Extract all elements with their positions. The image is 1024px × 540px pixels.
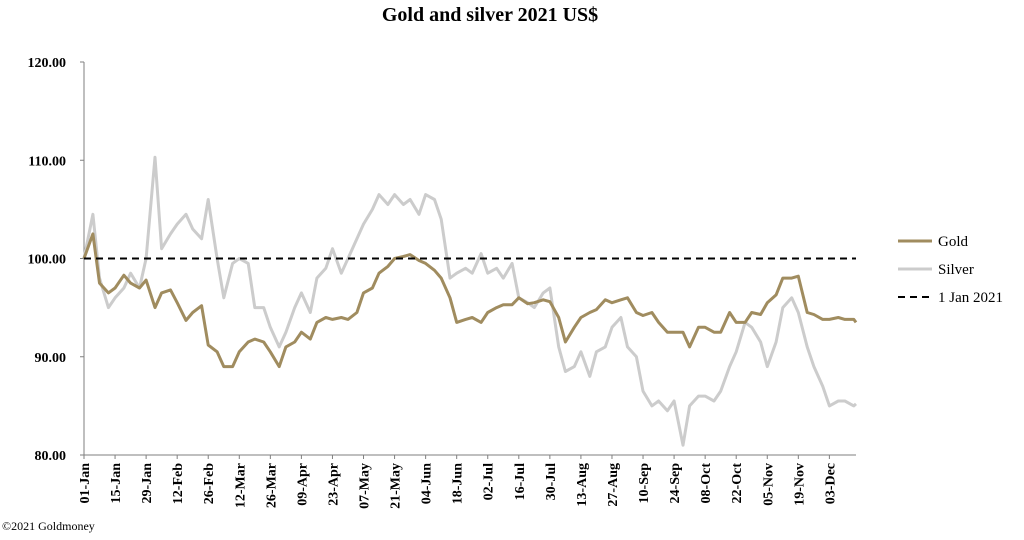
x-tick-label: 13-Aug — [575, 463, 590, 507]
legend-label: Silver — [938, 262, 974, 278]
legend-label: Gold — [938, 234, 969, 250]
x-tick-label: 09-Apr — [295, 463, 310, 506]
x-tick-label: 01-Jan — [78, 463, 93, 504]
x-tick-label: 08-Oct — [699, 463, 714, 504]
y-tick-label: 110.00 — [28, 154, 66, 169]
x-tick-label: 18-Jun — [451, 463, 466, 504]
x-tick-label: 22-Oct — [730, 463, 745, 504]
legend-label: 1 Jan 2021 — [938, 290, 1003, 306]
series-layer — [82, 155, 858, 447]
x-tick-label: 02-Jul — [482, 463, 497, 500]
x-tick-label: 21-May — [389, 463, 404, 509]
x-tick-label: 30-Jul — [544, 463, 559, 500]
legend: Gold Silver 1 Jan 2021 — [898, 234, 1003, 306]
y-tick-label: 100.00 — [28, 253, 67, 268]
x-tick-label: 07-May — [358, 463, 373, 509]
x-tick-label: 04-Jun — [420, 463, 435, 504]
x-tick-label: 15-Jan — [109, 463, 124, 504]
x-tick-label: 27-Aug — [606, 463, 621, 507]
chart-title: Gold and silver 2021 US$ — [381, 4, 599, 26]
x-tick-label: 26-Mar — [264, 463, 279, 508]
x-tick-label: 26-Feb — [202, 463, 217, 504]
x-tick-label: 16-Jul — [513, 463, 528, 500]
x-tick-label: 10-Sep — [637, 463, 652, 504]
silver-series-line — [82, 155, 858, 447]
x-tick-label: 24-Sep — [668, 463, 683, 504]
x-tick-label: 12-Feb — [171, 463, 186, 504]
gold-series-line — [82, 232, 858, 369]
axes: 120.00 110.00 100.00 90.00 80.00 01-Jan 15-Jan… — [28, 56, 856, 509]
x-tick-label: 19-Nov — [792, 463, 807, 506]
y-tick-label: 80.00 — [35, 449, 67, 464]
y-tick-label: 90.00 — [35, 351, 67, 366]
x-tick-label: 03-Dec — [823, 463, 838, 504]
x-tick-label: 12-Mar — [233, 463, 248, 508]
x-tick-label: 23-Apr — [326, 463, 341, 506]
copyright-notice: ©2021 Goldmoney — [2, 519, 95, 533]
x-tick-label: 29-Jan — [140, 463, 155, 504]
y-tick-label: 120.00 — [28, 56, 67, 71]
x-tick-label: 05-Nov — [761, 463, 776, 506]
